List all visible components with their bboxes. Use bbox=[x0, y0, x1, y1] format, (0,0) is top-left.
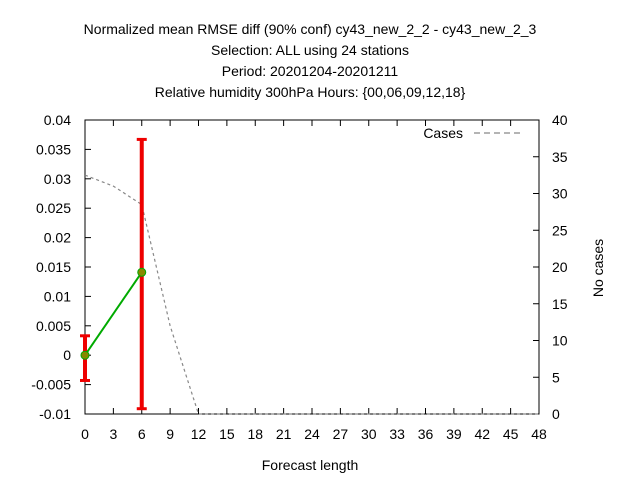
y-tick-label-left: -0.005 bbox=[31, 377, 71, 393]
plot-frame bbox=[84, 119, 540, 415]
series-line-cases bbox=[84, 174, 539, 415]
x-tick-label: 39 bbox=[446, 426, 462, 442]
y-tick-label-left: 0.025 bbox=[36, 200, 71, 216]
y-tick-label-left: -0.01 bbox=[39, 406, 71, 422]
plot-area bbox=[84, 119, 540, 415]
y-tick-label-right: 20 bbox=[552, 259, 568, 275]
x-axis: 0 3 6 9 12 15 18 21 24 27 30 33 36 39 42 45 48 bbox=[81, 120, 547, 442]
y-axis-left: -0.01 -0.005 0 0.005 0.01 0.015 0.02 0.025 0.03 0… bbox=[31, 112, 91, 422]
series-layer bbox=[80, 137, 539, 415]
y-tick-label-right: 0 bbox=[552, 406, 560, 422]
y-tick-label-right: 10 bbox=[552, 333, 568, 349]
y-tick-label-left: 0.035 bbox=[36, 141, 71, 157]
x-tick-label: 24 bbox=[304, 426, 320, 442]
y-tick-label-right: 25 bbox=[552, 222, 568, 238]
y-tick-label-left: 0.015 bbox=[36, 259, 71, 275]
y-tick-label-right: 5 bbox=[552, 369, 560, 385]
data-point bbox=[80, 350, 90, 360]
y-tick-label-left: 0.01 bbox=[44, 288, 71, 304]
x-tick-label: 36 bbox=[418, 426, 434, 442]
title-line-3: Relative humidity 300hPa Hours: {00,06,0… bbox=[155, 84, 466, 100]
title-line-1: Selection: ALL using 24 stations bbox=[211, 42, 409, 58]
x-axis-label: Forecast length bbox=[262, 457, 359, 473]
x-tick-label: 30 bbox=[361, 426, 377, 442]
y-axis-right-label: No cases bbox=[590, 239, 606, 297]
y-tick-label-right: 30 bbox=[552, 186, 568, 202]
y-tick-label-right: 40 bbox=[552, 112, 568, 128]
y-tick-label-right: 35 bbox=[552, 149, 568, 165]
x-tick-label: 18 bbox=[247, 426, 263, 442]
title-line-2: Period: 20201204-20201211 bbox=[222, 63, 399, 79]
x-tick-label: 48 bbox=[531, 426, 547, 442]
x-tick-label: 12 bbox=[191, 426, 207, 442]
x-tick-label: 45 bbox=[503, 426, 519, 442]
x-tick-label: 3 bbox=[109, 426, 117, 442]
x-tick-label: 6 bbox=[138, 426, 146, 442]
x-tick-label: 21 bbox=[276, 426, 292, 442]
series-line-diff bbox=[84, 271, 143, 356]
data-point bbox=[137, 267, 147, 277]
y-axis-right: 0 5 10 15 20 25 30 35 40 bbox=[533, 112, 568, 422]
chart-title: Normalized mean RMSE diff (90% conf) cy4… bbox=[84, 21, 537, 100]
title-line-0: Normalized mean RMSE diff (90% conf) cy4… bbox=[84, 21, 537, 37]
x-tick-label: 42 bbox=[474, 426, 490, 442]
y-tick-label-left: 0.04 bbox=[44, 112, 71, 128]
y-tick-label-left: 0 bbox=[63, 347, 71, 363]
y-tick-label-right: 15 bbox=[552, 296, 568, 312]
y-tick-label-left: 0.03 bbox=[44, 171, 71, 187]
x-tick-label: 15 bbox=[219, 426, 235, 442]
x-tick-label: 27 bbox=[333, 426, 349, 442]
x-tick-label: 33 bbox=[389, 426, 405, 442]
y-tick-label-left: 0.005 bbox=[36, 318, 71, 334]
x-tick-label: 0 bbox=[81, 426, 89, 442]
legend-label-cases: Cases bbox=[423, 125, 463, 141]
x-tick-label: 9 bbox=[166, 426, 174, 442]
legend: Cases bbox=[423, 125, 522, 141]
y-tick-label-left: 0.02 bbox=[44, 230, 71, 246]
